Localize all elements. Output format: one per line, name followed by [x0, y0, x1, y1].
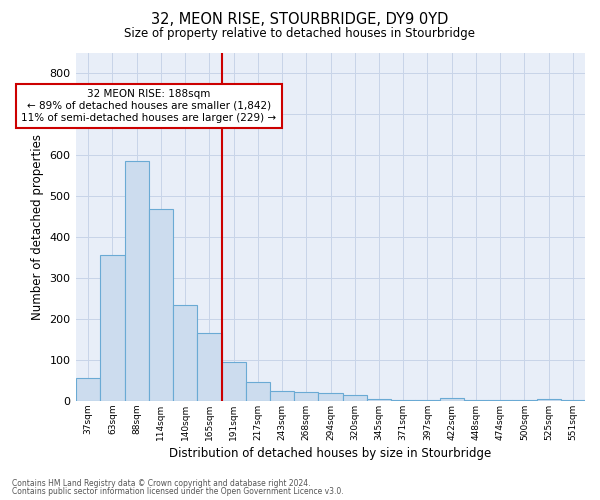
- Bar: [76, 378, 100, 401]
- Bar: [246, 382, 270, 401]
- Bar: [391, 400, 415, 401]
- Bar: [488, 400, 512, 401]
- Text: Contains public sector information licensed under the Open Government Licence v3: Contains public sector information licen…: [12, 487, 344, 496]
- Bar: [512, 400, 536, 401]
- Bar: [464, 400, 488, 401]
- Bar: [440, 398, 464, 401]
- Bar: [221, 362, 246, 401]
- Bar: [343, 395, 367, 401]
- Y-axis label: Number of detached properties: Number of detached properties: [31, 134, 44, 320]
- Bar: [294, 392, 319, 401]
- Bar: [149, 209, 173, 401]
- Text: Size of property relative to detached houses in Stourbridge: Size of property relative to detached ho…: [125, 28, 476, 40]
- Bar: [561, 400, 585, 401]
- Bar: [197, 334, 221, 401]
- Bar: [125, 161, 149, 401]
- Bar: [270, 390, 294, 401]
- Bar: [319, 392, 343, 401]
- Text: Contains HM Land Registry data © Crown copyright and database right 2024.: Contains HM Land Registry data © Crown c…: [12, 478, 311, 488]
- Text: 32, MEON RISE, STOURBRIDGE, DY9 0YD: 32, MEON RISE, STOURBRIDGE, DY9 0YD: [151, 12, 449, 28]
- Bar: [536, 399, 561, 401]
- Bar: [367, 399, 391, 401]
- Bar: [415, 400, 440, 401]
- Bar: [173, 304, 197, 401]
- Text: 32 MEON RISE: 188sqm
← 89% of detached houses are smaller (1,842)
11% of semi-de: 32 MEON RISE: 188sqm ← 89% of detached h…: [21, 90, 277, 122]
- Bar: [100, 256, 125, 401]
- X-axis label: Distribution of detached houses by size in Stourbridge: Distribution of detached houses by size …: [169, 447, 491, 460]
